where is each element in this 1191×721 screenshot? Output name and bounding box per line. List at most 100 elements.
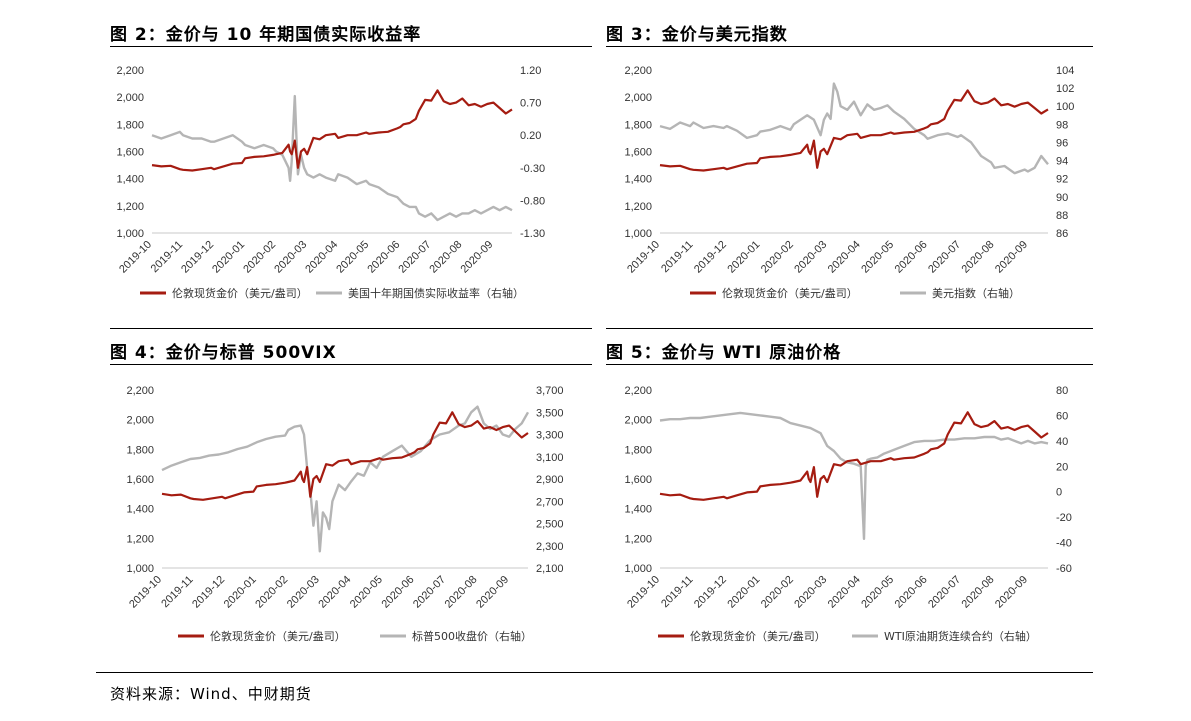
p5-chart: 1,000 1,200 1,400 1,600 1,800 2,000 2,200 -60 -4…: [624, 385, 1071, 643]
p4-x-tick: 2020-04: [316, 574, 353, 611]
p3-legend-label: 美元指数（右轴）: [932, 286, 1020, 300]
p4-legend-label: 伦敦现货金价（美元/盎司）: [210, 629, 346, 643]
p3-x-tick: 2020-03: [792, 239, 829, 276]
p3-x-tick: 2020-01: [725, 239, 762, 276]
p2-yleft-tick: 2,200: [116, 65, 144, 77]
p4-yleft-tick: 2,000: [126, 415, 154, 427]
p4-yright-tick: 3,500: [536, 407, 564, 419]
p5-yright-tick: -20: [1056, 512, 1072, 524]
p3-x-tick: 2019-10: [625, 239, 662, 276]
p2-chart: 1,000 1,200 1,400 1,600 1,800 2,000 2,200 -1.30…: [116, 65, 545, 300]
p4-yleft-tick: 1,200: [126, 533, 154, 545]
p2-x-tick: 2020-08: [427, 239, 464, 276]
p2-x-tick: 2019-12: [179, 239, 216, 276]
p5-secondary-line: [659, 411, 1049, 540]
p5-x-tick: 2020-02: [759, 574, 796, 611]
p4-yright-tick: 2,700: [536, 496, 564, 508]
p5-x-tick: 2020-06: [893, 574, 930, 611]
p2-x-tick: 2020-07: [396, 239, 433, 276]
p3-legend-label: 伦敦现货金价（美元/盎司）: [722, 286, 858, 300]
p2-yleft-tick: 1,000: [116, 228, 144, 240]
p3-yright-tick: 100: [1056, 101, 1074, 113]
p5-x-tick: 2019-10: [625, 574, 662, 611]
p2-yleft-tick: 1,400: [116, 174, 144, 186]
chart-5-title: 图 5：金价与 WTI 原油价格: [606, 343, 842, 363]
p3-yright-tick: 86: [1056, 228, 1068, 240]
p3-yright-tick: 90: [1056, 192, 1068, 204]
p4-chart: 1,000 1,200 1,400 1,600 1,800 2,000 2,200 2,100…: [126, 385, 563, 643]
p4-yright-tick: 2,300: [536, 541, 564, 553]
p4-legend-label: 标普500收盘价（右轴）: [412, 629, 532, 643]
chart-3-title: 图 3：金价与美元指数: [606, 25, 788, 45]
p3-x-tick: 2019-12: [692, 239, 729, 276]
p5-x-tick: 2020-05: [859, 574, 896, 611]
p3-x-tick: 2019-11: [659, 239, 695, 275]
p4-x-tick: 2020-09: [474, 574, 511, 611]
p3-yright-tick: 104: [1056, 65, 1074, 77]
p4-x-tick: 2019-11: [159, 574, 195, 610]
p5-gold-price-line: [659, 411, 1049, 501]
p2-yright-tick: -1.30: [520, 228, 545, 240]
p3-x-tick: 2020-09: [993, 239, 1030, 276]
p4-x-tick: 2020-02: [253, 574, 290, 611]
p4-yright-tick: 3,300: [536, 430, 564, 442]
p5-x-tick: 2020-03: [792, 574, 829, 611]
p2-x-tick: 2020-02: [241, 239, 278, 276]
p2-x-tick: 2020-05: [334, 239, 371, 276]
p3-x-tick: 2020-07: [926, 239, 963, 276]
p2-yright-tick: -0.80: [520, 195, 545, 207]
p5-x-tick: 2020-09: [993, 574, 1030, 611]
p2-yleft-tick: 1,800: [116, 119, 144, 131]
p2-x-tick: 2020-03: [272, 239, 309, 276]
p5-yleft-tick: 2,000: [624, 415, 652, 427]
bottom-rule: [96, 672, 1093, 673]
p3-yleft-tick: 2,200: [624, 65, 652, 77]
p3-yleft-tick: 2,000: [624, 92, 652, 104]
p3-x-tick: 2020-06: [893, 239, 930, 276]
p3-secondary-line: [659, 82, 1049, 175]
p5-x-tick: 2020-01: [725, 574, 762, 611]
chart-2-title: 图 2：金价与 10 年期国债实际收益率: [110, 25, 422, 45]
p4-yleft-tick: 2,200: [126, 385, 154, 397]
p5-x-tick: 2020-07: [926, 574, 963, 611]
p5-yleft-tick: 1,400: [624, 504, 652, 516]
p2-legend-label: 伦敦现货金价（美元/盎司）: [172, 286, 308, 300]
p4-yleft-tick: 1,600: [126, 474, 154, 486]
p2-x-tick: 2020-09: [458, 239, 495, 276]
panel-rule-left: [110, 364, 592, 365]
p3-yright-tick: 96: [1056, 137, 1068, 149]
p5-x-tick: 2019-11: [659, 574, 695, 610]
p4-yright-tick: 2,500: [536, 519, 564, 531]
p5-x-tick: 2020-04: [826, 574, 863, 611]
p5-yright-tick: 60: [1056, 410, 1068, 422]
p5-yright-tick: 20: [1056, 461, 1068, 473]
p3-x-tick: 2020-04: [826, 239, 863, 276]
p3-x-tick: 2020-02: [759, 239, 796, 276]
p5-yright-tick: -40: [1056, 538, 1072, 550]
p4-x-tick: 2019-10: [127, 574, 164, 611]
p3-x-tick: 2020-08: [960, 239, 997, 276]
p4-x-tick: 2020-08: [443, 574, 480, 611]
top-rule-left: [110, 46, 592, 47]
p4-yleft-tick: 1,400: [126, 504, 154, 516]
p4-x-tick: 2020-06: [380, 574, 417, 611]
panel-rule-right: [606, 364, 1093, 365]
p5-yright-tick: 80: [1056, 385, 1068, 397]
p2-yleft-tick: 1,600: [116, 147, 144, 159]
p4-yright-tick: 3,100: [536, 452, 564, 464]
p5-yleft-tick: 1,000: [624, 563, 652, 575]
p5-x-tick: 2020-08: [960, 574, 997, 611]
p4-yright-tick: 3,700: [536, 385, 564, 397]
p2-x-tick: 2020-01: [210, 239, 247, 276]
p2-yleft-tick: 1,200: [116, 201, 144, 213]
p2-x-tick: 2019-10: [117, 239, 154, 276]
p3-yleft-tick: 1,000: [624, 228, 652, 240]
p3-yright-tick: 94: [1056, 156, 1068, 168]
p4-yright-tick: 2,100: [536, 563, 564, 575]
p2-legend-label: 美国十年期国债实际收益率（右轴）: [348, 286, 524, 300]
top-rule-right: [606, 46, 1093, 47]
p2-yright-tick: 0.70: [520, 98, 541, 110]
p3-yleft-tick: 1,600: [624, 147, 652, 159]
p5-x-tick: 2019-12: [692, 574, 729, 611]
